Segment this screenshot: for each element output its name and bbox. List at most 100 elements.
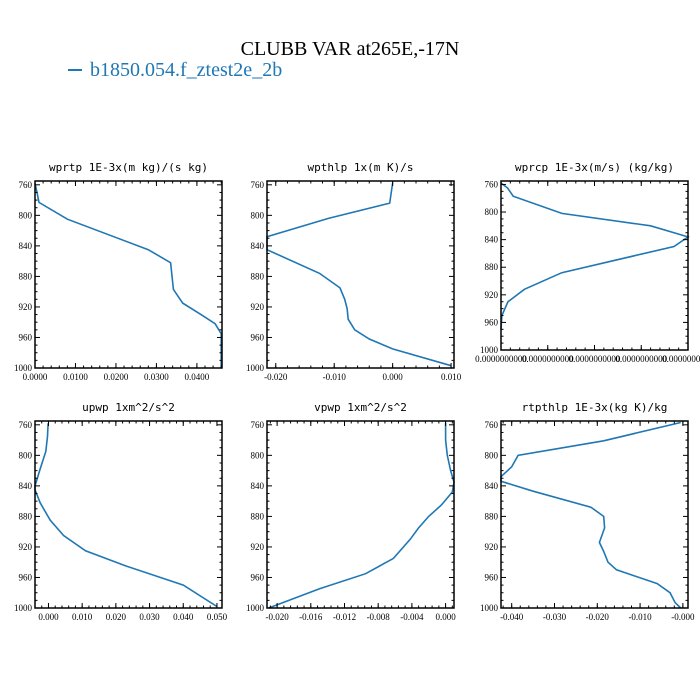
y-tick-label: 800 [19, 210, 33, 220]
legend: b1850.054.f_ztest2e_2b [68, 59, 282, 81]
y-tick-label: 960 [251, 572, 265, 582]
y-tick-label: 760 [485, 179, 499, 189]
y-tick-label: 1000 [246, 603, 265, 613]
chart-panel-2: wpthlp 1x(m K)/s7608008408809209601000-0… [246, 161, 462, 382]
plot-frame [34, 180, 223, 369]
y-tick-label: 840 [485, 481, 499, 491]
x-tick-label: 0.0400 [185, 372, 210, 382]
y-tick-label: 800 [485, 207, 499, 217]
chart-panel-1: wprtp 1E-3x(m kg)/(s kg) 760 800 840 880 920 9… [14, 161, 223, 382]
x-tick-label: -0.020 [264, 372, 288, 382]
x-tick-label: 0.040 [173, 612, 194, 622]
y-tick-label: 760 [19, 180, 33, 190]
x-tick-label: 0.050 [207, 612, 228, 622]
x-tick-label: 0.0000 [23, 372, 48, 382]
x-tick-label: -0.020 [265, 612, 289, 622]
x-tick-label: -0.030 [543, 612, 567, 622]
panel-title: vpwp 1xm^2/s^2 [314, 401, 407, 414]
y-tick-label: 920 [19, 302, 33, 312]
y-tick-label: 840 [19, 241, 33, 251]
panel-title: wprcp 1E-3x(m/s) (kg/kg) [515, 161, 674, 174]
x-tick-label: 0.0200 [104, 372, 129, 382]
x-tick-label: 0.000 [383, 372, 404, 382]
y-tick-label: 840 [485, 235, 499, 245]
y-tick-label: 800 [251, 450, 265, 460]
x-tick-label: -0.020 [586, 612, 610, 622]
y-tick-label: 880 [485, 262, 499, 272]
plot-frame [500, 420, 689, 609]
y-tick-label: 960 [251, 332, 265, 342]
chart-panel-3: wprcp 1E-3x(m/s) (kg/kg) 760 800 840 880 920 9… [475, 161, 700, 364]
plot-frame [500, 180, 689, 351]
y-tick-label: 760 [485, 420, 499, 430]
y-tick-label: 840 [251, 241, 265, 251]
series-line [34, 183, 222, 368]
x-tick-label: -0.012 [333, 612, 356, 622]
y-tick-label: 1000 [480, 345, 499, 355]
y-tick-label: 1000 [14, 603, 33, 613]
x-tick-label: -0.010 [628, 612, 652, 622]
y-tick-label: 880 [19, 511, 33, 521]
series-line [266, 183, 452, 367]
panel-title: wpthlp 1x(m K)/s [308, 161, 414, 174]
panel-title: wprtp 1E-3x(m kg)/(s kg) [49, 161, 208, 174]
series-line [34, 423, 218, 608]
panel-title: rtpthlp 1E-3x(kg K)/kg [522, 401, 668, 414]
panels: wprtp 1E-3x(m kg)/(s kg) 760 800 840 880 920 9… [14, 161, 700, 622]
y-tick-label: 800 [251, 210, 265, 220]
series-line [500, 421, 682, 609]
x-tick-label: -0.004 [400, 612, 424, 622]
y-tick-label: 1000 [480, 603, 499, 613]
y-tick-label: 960 [19, 332, 33, 342]
x-tick-label: -0.040 [500, 612, 524, 622]
x-tick-label: 0.0100 [63, 372, 88, 382]
y-tick-label: 920 [485, 542, 499, 552]
y-tick-label: 920 [485, 290, 499, 300]
y-tick-label: 760 [251, 180, 265, 190]
x-tick-label: 0.0000000000 [615, 354, 667, 364]
y-tick-label: 840 [19, 481, 33, 491]
y-tick-label: 760 [19, 420, 33, 430]
x-tick-label: 0.0000000000 [522, 354, 574, 364]
x-tick-label: 0.0000000000 [569, 354, 621, 364]
y-tick-label: 920 [19, 542, 33, 552]
chart-panel-6: rtpthlp 1E-3x(kg K)/kg 760 800 840 880 920 960… [480, 401, 695, 622]
plot-frame [266, 180, 455, 369]
figure-title: CLUBB VAR at265E,-17N [241, 38, 460, 60]
y-tick-label: 1000 [14, 363, 33, 373]
y-tick-label: 800 [19, 450, 33, 460]
y-tick-label: 920 [251, 542, 265, 552]
x-tick-label: 0.0000000000 [475, 354, 527, 364]
y-tick-label: 960 [485, 317, 499, 327]
plot-frame [266, 420, 455, 609]
x-tick-label: -0.016 [299, 612, 323, 622]
y-tick-label: 880 [19, 271, 33, 281]
x-tick-label: -0.008 [367, 612, 391, 622]
y-tick-label: 960 [485, 572, 499, 582]
x-tick-label: 0.010 [72, 612, 93, 622]
y-tick-label: 920 [251, 302, 265, 312]
y-tick-label: 1000 [246, 363, 265, 373]
legend-label: b1850.054.f_ztest2e_2b [90, 59, 282, 81]
y-tick-label: 760 [251, 420, 265, 430]
x-tick-label: 0.030 [139, 612, 160, 622]
x-tick-label: 0.0000000000 [662, 354, 700, 364]
x-tick-label: 0.000 [435, 612, 456, 622]
x-tick-label: -0.000 [671, 612, 695, 622]
y-tick-label: 800 [485, 450, 499, 460]
y-tick-label: 960 [19, 572, 33, 582]
x-tick-label: 0.0300 [144, 372, 169, 382]
x-tick-label: -0.010 [323, 372, 347, 382]
x-tick-label: 0.000 [38, 612, 59, 622]
x-tick-label: 0.010 [441, 372, 462, 382]
plot-frame [34, 420, 223, 609]
series-line [268, 423, 455, 609]
y-tick-label: 840 [251, 481, 265, 491]
chart-panel-5: vpwp 1xm^2/s^27608008408809209601000-0.0… [246, 401, 456, 622]
chart-panel-4: upwp 1xm^2/s^2 760 800 840 880 920 960 1000 0.00… [14, 401, 228, 622]
series-line [500, 182, 690, 330]
x-tick-label: 0.020 [106, 612, 127, 622]
y-tick-label: 880 [485, 511, 499, 521]
y-tick-label: 880 [251, 511, 265, 521]
